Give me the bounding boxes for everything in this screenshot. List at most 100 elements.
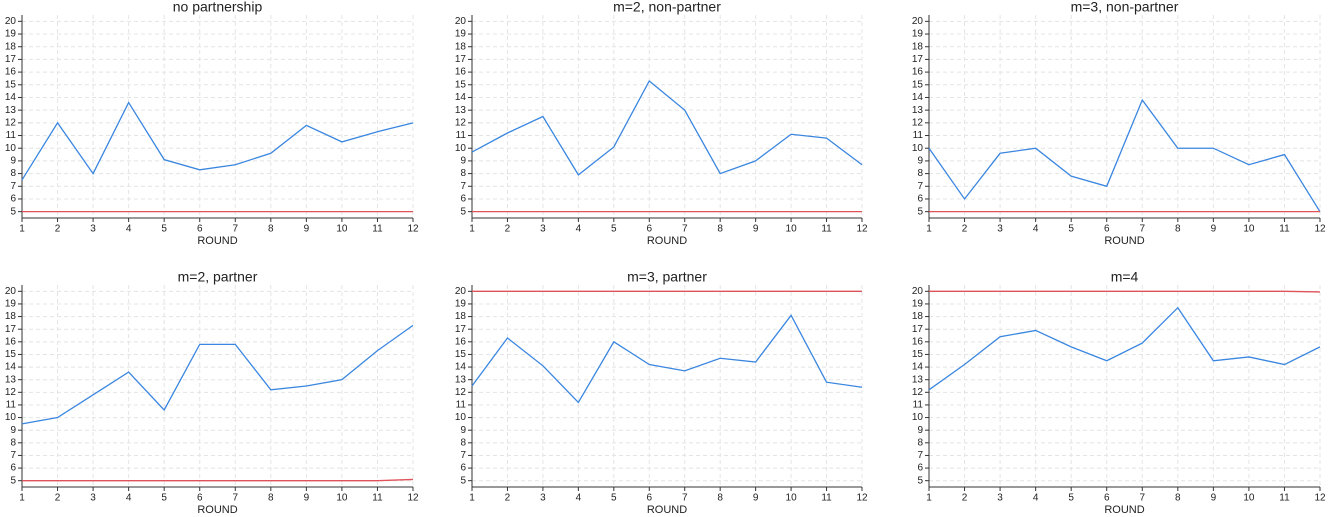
x-axis-label: ROUND (647, 235, 687, 247)
y-tick-label: 15 (5, 349, 17, 360)
x-tick-label: 8 (717, 224, 723, 235)
y-tick-label: 11 (913, 130, 924, 141)
x-tick-label: 1 (926, 224, 932, 235)
x-tick-label: 7 (682, 493, 688, 504)
x-tick-label: 9 (1211, 224, 1217, 235)
y-tick-label: 19 (912, 299, 924, 310)
y-tick-label: 10 (912, 143, 924, 154)
x-tick-label: 8 (1175, 224, 1181, 235)
y-tick-label: 6 (10, 194, 16, 205)
y-tick-label: 7 (917, 181, 923, 192)
series-line (21, 324, 414, 425)
x-tick-label: 12 (856, 493, 868, 504)
panel-title: m=2, partner (178, 269, 258, 285)
y-tick-label: 17 (5, 54, 17, 65)
panel: m=3, partner5678910111213141516171819201… (455, 269, 868, 516)
x-tick-label: 4 (576, 493, 582, 504)
x-tick-label: 9 (753, 224, 759, 235)
y-tick-label: 20 (5, 286, 17, 297)
x-tick-label: 11 (1279, 224, 1290, 235)
y-tick-label: 14 (455, 92, 467, 103)
x-tick-label: 4 (1033, 224, 1039, 235)
x-tick-label: 5 (1068, 493, 1074, 504)
x-tick-label: 12 (1314, 493, 1326, 504)
x-tick-label: 11 (821, 224, 832, 235)
y-tick-label: 14 (5, 362, 17, 373)
y-tick-label: 9 (917, 156, 923, 167)
x-tick-label: 2 (55, 224, 61, 235)
y-tick-label: 13 (455, 374, 467, 385)
x-tick-label: 12 (1314, 224, 1326, 235)
y-tick-label: 20 (912, 286, 924, 297)
y-tick-label: 5 (460, 206, 466, 217)
y-tick-label: 15 (5, 79, 17, 90)
y-tick-label: 13 (5, 374, 17, 385)
y-tick-label: 12 (455, 117, 467, 128)
x-tick-label: 9 (1211, 493, 1217, 504)
y-tick-label: 9 (10, 425, 16, 436)
x-tick-label: 10 (1243, 224, 1255, 235)
panel-title: m=4 (1111, 269, 1139, 285)
x-tick-label: 6 (197, 493, 203, 504)
x-tick-label: 6 (646, 224, 652, 235)
y-tick-label: 12 (912, 117, 924, 128)
x-tick-label: 2 (505, 224, 511, 235)
y-tick-label: 20 (455, 16, 467, 27)
y-tick-label: 16 (5, 67, 17, 78)
y-tick-label: 15 (912, 349, 924, 360)
x-tick-label: 2 (505, 493, 511, 504)
y-tick-label: 7 (460, 450, 466, 461)
y-tick-label: 20 (912, 16, 924, 27)
x-tick-label: 3 (997, 224, 1003, 235)
x-axis-label: ROUND (197, 235, 237, 247)
panel: no partnership56789101112131415161718192… (5, 0, 419, 247)
y-tick-label: 6 (917, 194, 923, 205)
x-tick-label: 9 (753, 493, 759, 504)
panel-title: m=2, non-partner (613, 0, 721, 15)
y-tick-label: 5 (917, 475, 923, 486)
series-line (471, 79, 863, 176)
y-tick-label: 6 (917, 463, 923, 474)
x-tick-label: 10 (786, 493, 798, 504)
y-tick-label: 11 (913, 400, 924, 411)
y-tick-label: 19 (912, 29, 924, 40)
y-tick-label: 18 (912, 311, 924, 322)
y-tick-label: 7 (460, 181, 466, 192)
y-tick-label: 14 (912, 362, 924, 373)
y-tick-label: 10 (912, 412, 924, 423)
x-tick-label: 2 (55, 493, 61, 504)
x-tick-label: 7 (1139, 224, 1145, 235)
y-tick-label: 8 (460, 168, 466, 179)
y-tick-label: 15 (455, 349, 467, 360)
y-tick-label: 13 (912, 374, 924, 385)
x-tick-label: 12 (407, 224, 419, 235)
y-tick-label: 19 (455, 299, 467, 310)
x-tick-label: 11 (1279, 493, 1290, 504)
panel-title: m=3, partner (627, 269, 707, 285)
y-tick-label: 7 (10, 450, 16, 461)
y-tick-label: 8 (917, 437, 923, 448)
series-line (929, 290, 1321, 293)
y-tick-label: 12 (5, 117, 17, 128)
x-tick-label: 8 (268, 493, 274, 504)
y-tick-label: 18 (5, 311, 17, 322)
x-tick-label: 1 (19, 224, 25, 235)
x-tick-label: 4 (576, 224, 582, 235)
x-tick-label: 11 (821, 493, 832, 504)
y-tick-label: 6 (460, 194, 466, 205)
y-tick-label: 17 (912, 54, 924, 65)
y-tick-label: 10 (455, 412, 467, 423)
x-tick-label: 1 (926, 493, 932, 504)
x-tick-label: 5 (1068, 224, 1074, 235)
x-tick-label: 3 (540, 493, 546, 504)
x-tick-label: 3 (997, 493, 1003, 504)
y-tick-label: 10 (455, 143, 467, 154)
x-tick-label: 5 (161, 493, 167, 504)
x-axis-label: ROUND (647, 504, 687, 516)
y-tick-label: 20 (5, 16, 17, 27)
y-tick-label: 13 (455, 105, 467, 116)
y-tick-label: 14 (912, 92, 924, 103)
x-tick-label: 9 (304, 224, 310, 235)
x-tick-label: 5 (611, 224, 617, 235)
